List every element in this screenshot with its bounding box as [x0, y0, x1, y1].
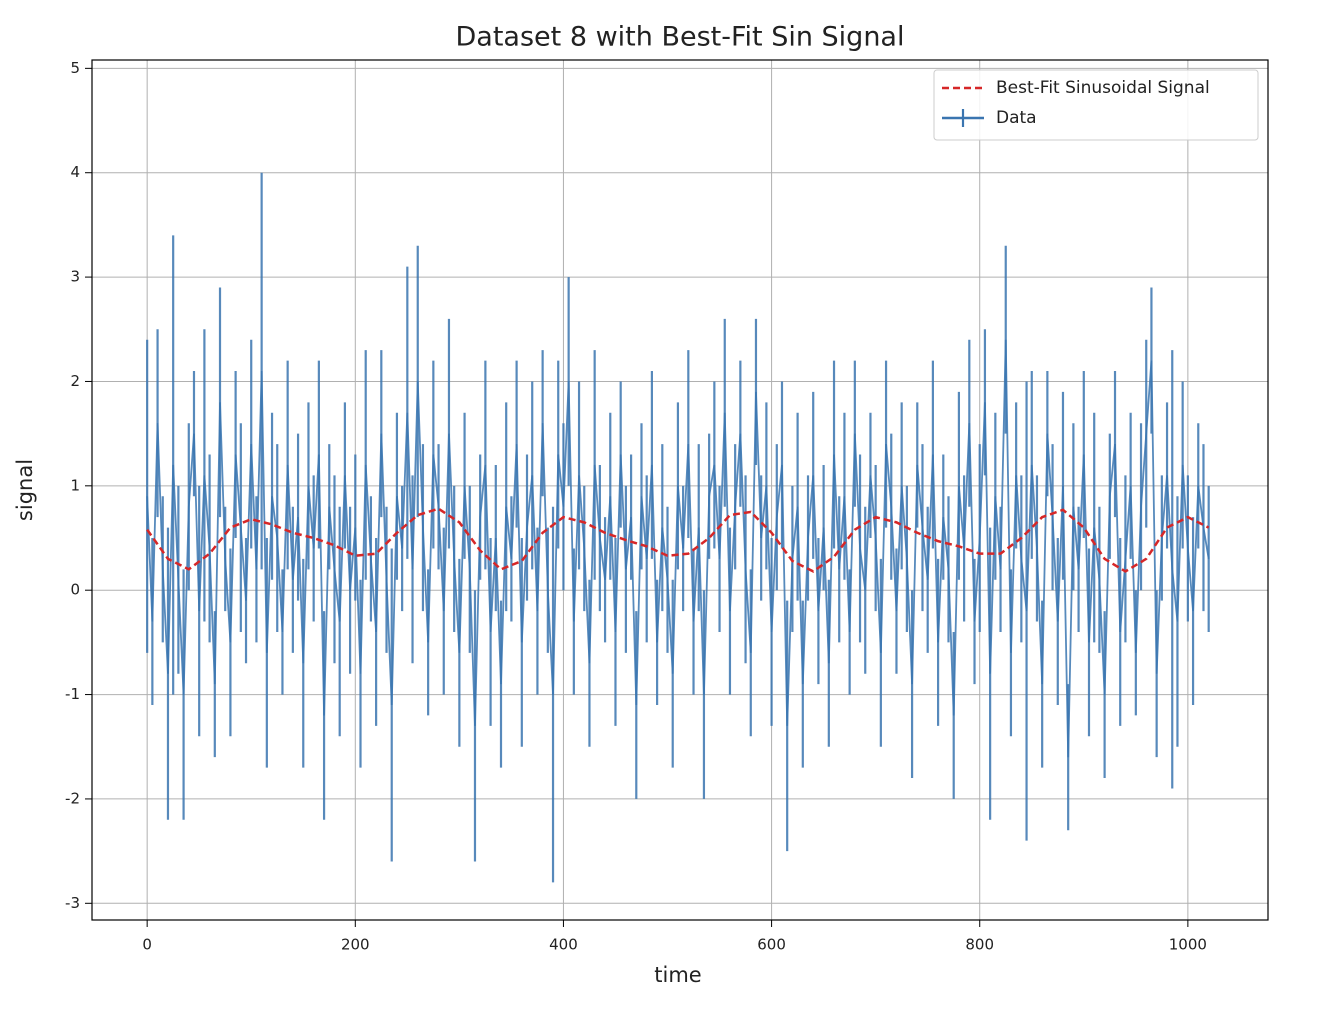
y-tick-label: -2	[65, 789, 80, 807]
y-tick-label: 5	[70, 59, 80, 77]
x-tick-label: 200	[341, 936, 370, 954]
x-tick-label: 600	[757, 936, 786, 954]
y-tick-label: -1	[65, 685, 80, 703]
y-tick-label: 3	[70, 268, 80, 286]
y-tick-label: 4	[70, 163, 80, 181]
x-axis-label: time	[654, 963, 701, 987]
y-axis-label: signal	[13, 459, 37, 521]
legend-label: Data	[996, 108, 1037, 128]
x-tick-label: 400	[549, 936, 578, 954]
data-line	[146, 339, 1210, 758]
plot-area	[146, 172, 1210, 883]
y-tick-label: -3	[65, 894, 80, 912]
chart-title: Dataset 8 with Best-Fit Sin Signal	[456, 22, 905, 53]
x-tick-label: 1000	[1169, 936, 1207, 954]
y-tick-label: 1	[70, 476, 80, 494]
plot-frame	[91, 59, 1269, 921]
fit-line	[146, 507, 1210, 573]
x-tick-label: 800	[965, 936, 994, 954]
y-tick-label: 2	[70, 372, 80, 390]
y-tick-label: 0	[70, 581, 80, 599]
legend-box	[933, 69, 1259, 141]
legend-label: Best-Fit Sinusoidal Signal	[996, 78, 1210, 98]
x-tick-label: 0	[142, 936, 152, 954]
legend: Best-Fit Sinusoidal Signal Data	[933, 69, 1259, 141]
